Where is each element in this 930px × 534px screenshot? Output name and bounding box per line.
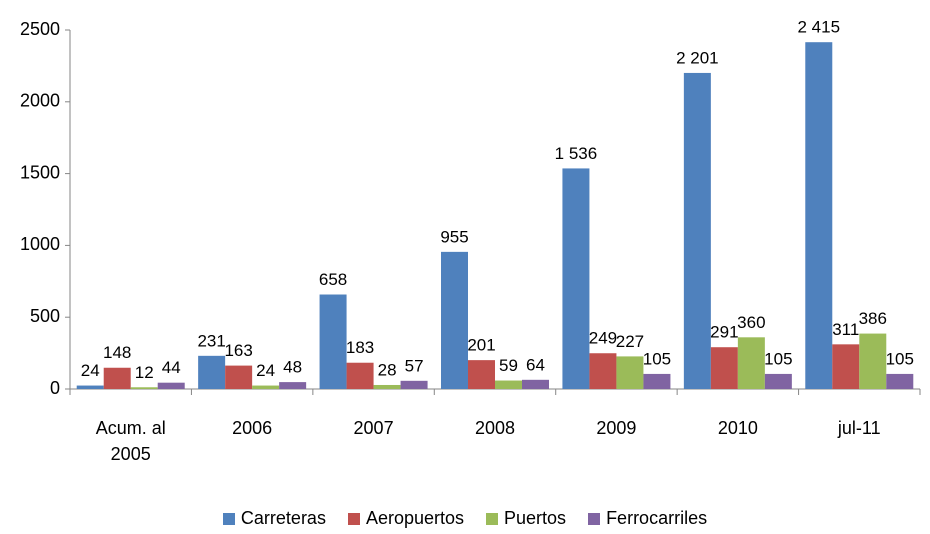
bar [76, 385, 104, 389]
bar [832, 344, 860, 389]
y-tick-label: 1500 [20, 162, 60, 182]
bar [373, 384, 401, 389]
bar [103, 367, 131, 389]
bar [225, 365, 253, 389]
legend-label: Ferrocarriles [606, 508, 708, 528]
bar [198, 355, 226, 389]
legend-item: Ferrocarriles [588, 508, 707, 529]
data-label: 386 [859, 309, 887, 328]
data-label: 658 [319, 270, 347, 289]
bar [522, 379, 549, 389]
bar [252, 385, 280, 389]
data-label: 59 [499, 356, 518, 375]
data-label: 2 201 [676, 48, 719, 67]
legend-label: Carreteras [240, 508, 326, 528]
legend-swatch [486, 512, 499, 525]
data-label: 105 [886, 349, 914, 368]
data-label: 24 [81, 361, 100, 380]
bar [319, 294, 347, 389]
data-label: 183 [346, 338, 374, 357]
data-label: 12 [135, 363, 154, 382]
y-tick-label: 2000 [20, 91, 60, 111]
data-label: 48 [283, 358, 302, 377]
bar [468, 360, 495, 389]
bar [643, 373, 671, 389]
legend-label: Aeropuertos [365, 508, 465, 528]
x-tick-label: 2006 [232, 418, 273, 438]
legend-item: Aeropuertos [347, 508, 465, 529]
legend-item: Carreteras [222, 508, 326, 529]
x-tick-label: 2009 [596, 418, 637, 438]
bar [441, 251, 468, 389]
data-label: 360 [737, 313, 765, 332]
data-label: 64 [526, 355, 545, 374]
legend-swatch [347, 512, 360, 525]
data-label: 44 [162, 358, 181, 377]
legend-swatch [588, 512, 601, 525]
bar [400, 380, 428, 389]
bar [346, 362, 374, 389]
data-label: 291 [710, 323, 738, 342]
data-label: 311 [832, 320, 859, 339]
legend-item: Puertos [486, 508, 566, 529]
bar [710, 347, 738, 389]
legend: Carreteras Aeropuertos Puertos Ferrocarrile… [0, 508, 930, 529]
x-tick-label: 2007 [353, 418, 394, 438]
bar [737, 337, 765, 389]
bar [562, 168, 590, 389]
bar [495, 380, 522, 389]
data-label: 201 [467, 336, 495, 355]
data-label: 2 415 [798, 18, 841, 37]
data-label: 105 [643, 349, 671, 368]
x-tick-label: 2008 [474, 418, 516, 438]
bar [616, 356, 644, 389]
bar [157, 382, 185, 389]
legend-label: Puertos [504, 508, 567, 528]
data-label: 24 [256, 361, 275, 380]
x-tick-label: jul-11 [837, 418, 881, 438]
data-label: 231 [197, 331, 225, 350]
data-label: 57 [405, 356, 424, 375]
bar [859, 333, 887, 389]
data-label: 105 [764, 349, 792, 368]
data-label: 955 [440, 227, 468, 246]
y-tick-label: 1000 [20, 234, 60, 254]
data-label: 148 [103, 343, 131, 362]
data-label: 1 536 [555, 144, 598, 163]
legend-swatch [222, 512, 235, 525]
bar [279, 382, 307, 389]
x-tick-label: 2010 [717, 418, 758, 438]
y-tick-label: 2500 [20, 19, 60, 39]
x-tick-label: Acum. al 2005 [95, 418, 166, 464]
bar [805, 42, 833, 390]
bar [130, 387, 158, 389]
bar [589, 353, 617, 389]
data-label: 249 [589, 329, 617, 348]
data-label: 163 [224, 341, 252, 360]
y-tick-label: 0 [50, 378, 60, 398]
y-tick-label: 500 [30, 306, 60, 326]
data-label: 227 [616, 332, 644, 351]
data-label: 28 [378, 360, 397, 379]
bar [683, 72, 711, 389]
bar [764, 373, 792, 389]
bar [886, 373, 914, 389]
